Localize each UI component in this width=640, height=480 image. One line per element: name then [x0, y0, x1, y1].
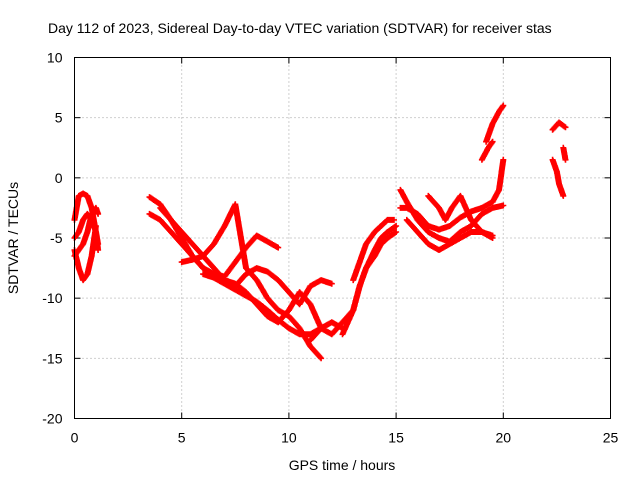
y-tick-label: -20 — [42, 411, 62, 427]
chart-title: Day 112 of 2023, Sidereal Day-to-day VTE… — [48, 20, 552, 36]
y-tick-label: -5 — [50, 230, 63, 246]
data-series-track-16 — [425, 192, 496, 241]
data-point-markers — [549, 156, 567, 199]
data-point-markers — [200, 271, 346, 338]
plot-frame — [74, 57, 611, 419]
y-tick-label: -15 — [42, 350, 62, 366]
y-tick-label: 0 — [55, 170, 63, 186]
data-point-markers — [478, 138, 496, 163]
data-point-markers — [560, 144, 569, 163]
x-tick-label: 15 — [388, 430, 404, 446]
x-tick-label: 25 — [603, 430, 619, 446]
data-point-markers — [397, 156, 507, 233]
data-series-track-17 — [483, 102, 507, 145]
x-tick-label: 0 — [71, 430, 79, 446]
grid-lines — [74, 57, 611, 419]
x-tick-label: 5 — [178, 430, 186, 446]
data-point-markers — [339, 229, 400, 338]
y-tick-label: -10 — [42, 290, 62, 306]
x-tick-label: 20 — [496, 430, 512, 446]
x-axis-label: GPS time / hours — [289, 457, 396, 473]
data-point-markers — [425, 192, 496, 241]
x-tick-label: 10 — [281, 430, 297, 446]
data-series-track-20 — [549, 156, 567, 199]
x-tick-labels: 0 5 10 15 20 25 — [71, 430, 619, 446]
data-series-track-11 — [339, 229, 400, 338]
data-series-track-18 — [478, 138, 496, 163]
data-series-track-12 — [350, 216, 397, 284]
data-points — [71, 102, 569, 362]
y-tick-labels: -20 -15 -10 -5 0 5 10 — [42, 50, 62, 427]
y-axis-label: SDTVAR / TECUs — [5, 182, 21, 294]
y-tick-label: 5 — [55, 110, 63, 126]
data-series-track-13 — [397, 156, 507, 233]
data-point-markers — [549, 119, 569, 133]
data-series-track-09 — [200, 271, 346, 338]
y-tick-label: 10 — [47, 50, 63, 66]
data-point-markers — [483, 102, 507, 145]
data-point-markers — [350, 216, 397, 284]
data-series-track-19 — [549, 119, 569, 133]
data-series-track-21 — [560, 144, 569, 163]
